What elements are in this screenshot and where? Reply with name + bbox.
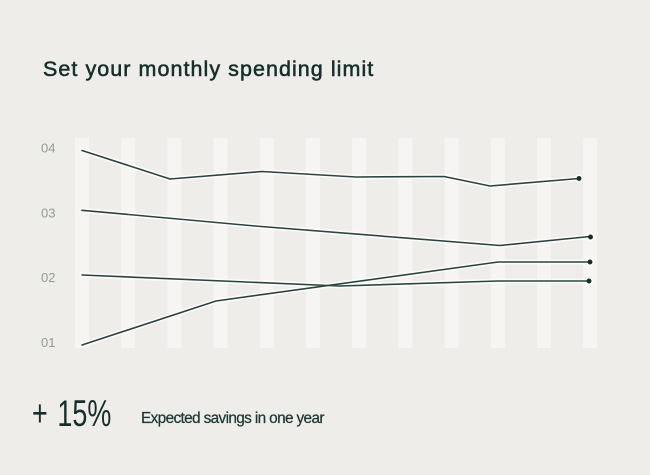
svg-text:03: 03: [41, 205, 55, 220]
svg-text:04: 04: [41, 141, 55, 156]
svg-text:02: 02: [41, 270, 55, 285]
svg-text:01: 01: [41, 335, 55, 350]
